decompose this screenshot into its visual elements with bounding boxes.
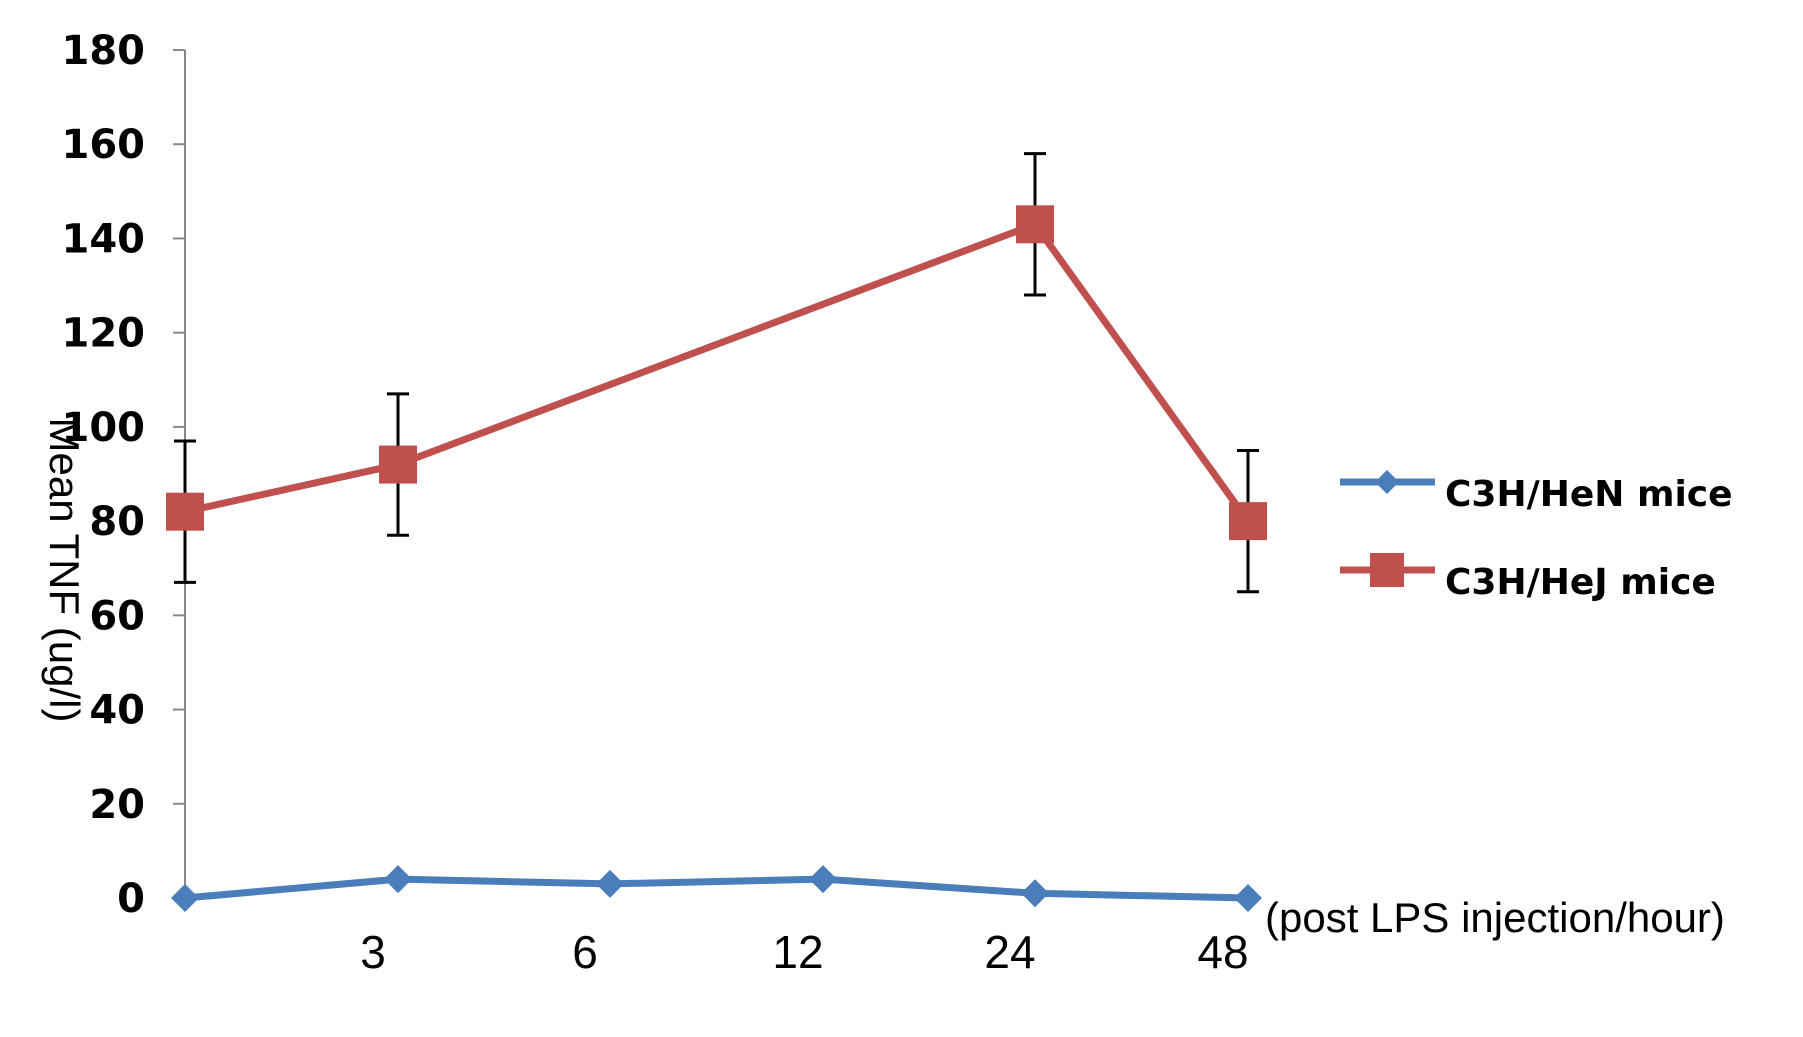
- y-axis-title: Mean TNF (ug/l): [41, 418, 88, 723]
- legend-swatch-marker: [1375, 470, 1399, 494]
- series-2: [166, 152, 1267, 594]
- x-axis-title: (post LPS injection/hour): [1265, 894, 1725, 941]
- legend-item-2: C3H/HeJ mice: [1340, 553, 1716, 603]
- axes: [173, 49, 186, 899]
- x-tick-label: 3: [360, 926, 386, 978]
- legend-swatch-marker: [1370, 553, 1404, 587]
- data-point: [1021, 879, 1049, 908]
- data-point: [809, 865, 837, 894]
- series-line: [184, 875, 1249, 902]
- y-tick-label: 120: [62, 311, 146, 357]
- data-point: [166, 492, 204, 531]
- data-point: [379, 445, 417, 484]
- legend: C3H/HeN mice C3H/HeJ mice: [1340, 470, 1733, 603]
- legend-item-1: C3H/HeN mice: [1340, 470, 1733, 515]
- x-tick-label: 48: [1197, 926, 1248, 978]
- x-tick-label: 6: [572, 926, 598, 978]
- legend-label: C3H/HeJ mice: [1445, 562, 1716, 603]
- y-tick-label: 40: [89, 688, 145, 734]
- x-tick-label: 12: [772, 926, 823, 978]
- x-tick-label: 24: [984, 926, 1035, 978]
- y-tick-label: 20: [89, 782, 145, 828]
- data-point: [1234, 884, 1262, 912]
- data-point: [1229, 502, 1267, 541]
- series-layer: [166, 152, 1267, 912]
- series-1: [171, 865, 1262, 912]
- y-tick-label: 140: [62, 216, 146, 262]
- data-point: [1016, 205, 1054, 244]
- data-point: [171, 884, 199, 912]
- series-line: [184, 220, 1251, 524]
- y-tick-label: 60: [89, 593, 145, 639]
- y-tick-label: 160: [62, 122, 146, 168]
- legend-label: C3H/HeN mice: [1445, 474, 1733, 515]
- data-point: [596, 869, 624, 898]
- y-tick-label: 100: [62, 405, 146, 451]
- y-tick-label: 180: [62, 28, 146, 74]
- y-tick-label: 80: [89, 499, 145, 545]
- data-point: [384, 865, 412, 894]
- y-tick-label: 0: [117, 876, 145, 922]
- y-tick-labels: 0 20 40 60 80 100 120 140 160 180: [62, 28, 146, 922]
- x-tick-labels: 3 6 12 24 48: [360, 926, 1248, 978]
